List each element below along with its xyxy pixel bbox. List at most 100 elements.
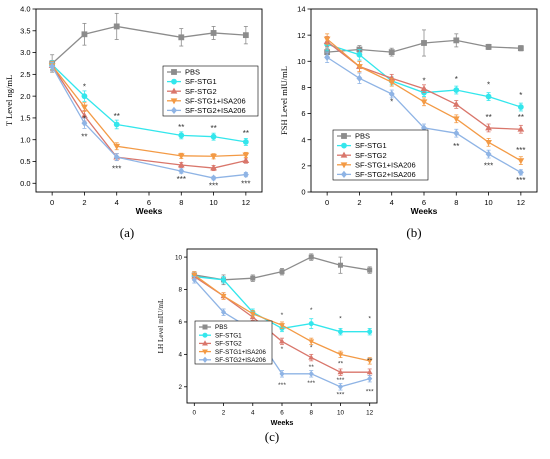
data-point xyxy=(308,370,314,377)
panel-label: (c) xyxy=(265,429,279,444)
significance-mark: *** xyxy=(516,176,525,185)
significance-mark: ** xyxy=(114,112,120,121)
data-point xyxy=(49,62,56,71)
significance-mark: *** xyxy=(112,165,121,174)
data-point xyxy=(337,352,344,358)
y-tick-label: 10 xyxy=(175,254,183,261)
data-point xyxy=(178,34,185,41)
panel-b-chart: 0 2 4 6 8 10 12 0 2 4 6 8 10 12 14 Weeks FSH Level mIU/m… xyxy=(279,5,538,240)
data-point xyxy=(366,358,373,364)
y-tick-label: 6 xyxy=(301,109,305,118)
legend-entry: SF-STG2 xyxy=(355,151,387,160)
legend-marker xyxy=(202,332,208,338)
x-tick-label: 10 xyxy=(484,198,492,207)
significance-mark: ** xyxy=(81,133,87,142)
significance-mark: ** xyxy=(210,124,216,133)
significance-mark: *** xyxy=(209,182,218,191)
x-tick-label: 8 xyxy=(309,409,313,416)
data-point xyxy=(250,275,256,281)
y-tick-label: 3.5 xyxy=(20,26,30,35)
x-tick-label: 2 xyxy=(82,198,86,207)
y-tick-label: 6 xyxy=(178,319,182,326)
data-point xyxy=(210,153,217,160)
significance-mark: *** xyxy=(484,161,493,170)
legend-entry: SF-STG1+ISA206 xyxy=(355,160,416,169)
legend: PBSSF-STG1SF-STG2SF-STG1+ISA206SF-STG2+I… xyxy=(162,65,259,117)
series-line xyxy=(51,65,247,169)
x-tick-label: 2 xyxy=(357,198,361,207)
significance-mark: * xyxy=(310,345,313,352)
data-point xyxy=(420,99,428,106)
data-point xyxy=(337,329,343,335)
data-point xyxy=(517,45,524,52)
significance-mark: * xyxy=(83,114,86,123)
significance-mark: * xyxy=(310,307,313,314)
data-point xyxy=(324,53,331,61)
data-point xyxy=(452,116,460,123)
panel-label: (b) xyxy=(406,225,421,240)
legend-entry: SF-STG1+ISA206 xyxy=(185,96,246,105)
significance-mark: *** xyxy=(366,388,374,395)
data-point xyxy=(113,153,120,161)
series-pbs xyxy=(191,253,373,286)
data-point xyxy=(452,100,460,107)
legend-marker xyxy=(171,78,177,85)
y-tick-label: 2 xyxy=(301,161,305,170)
x-tick-label: 12 xyxy=(242,198,250,207)
legend-marker xyxy=(341,133,347,139)
significance-mark: *** xyxy=(336,377,344,384)
data-point xyxy=(420,85,428,92)
x-tick-label: 12 xyxy=(517,198,525,207)
x-tick-label: 8 xyxy=(454,198,458,207)
data-point xyxy=(517,158,525,165)
y-tick-label: 8 xyxy=(178,287,182,294)
x-axis-label: Weeks xyxy=(136,206,163,216)
legend-marker xyxy=(202,356,208,363)
y-axis-label: T Level ng/mL xyxy=(4,75,14,126)
significance-mark: *** xyxy=(307,380,315,387)
data-point xyxy=(356,51,363,58)
legend-marker xyxy=(202,349,208,355)
legend-entry: SF-STG1 xyxy=(355,141,387,150)
legend-entry: SF-STG2 xyxy=(185,87,217,96)
data-point xyxy=(337,369,344,375)
x-tick-label: 10 xyxy=(337,409,345,416)
legend-entry: SF-STG2+ISA206 xyxy=(185,106,246,115)
significance-mark: *** xyxy=(336,392,344,399)
data-point xyxy=(485,150,492,158)
y-tick-label: 2 xyxy=(178,384,182,391)
x-tick-label: 8 xyxy=(179,198,183,207)
legend-entry: SF-STG1+ISA206 xyxy=(215,349,266,356)
data-point xyxy=(220,309,227,316)
significance-mark: * xyxy=(519,91,522,100)
data-point xyxy=(453,37,460,44)
x-tick-label: 6 xyxy=(422,198,426,207)
data-point xyxy=(279,323,285,329)
data-point xyxy=(191,272,198,279)
data-point xyxy=(81,31,88,38)
significance-mark: * xyxy=(422,77,425,86)
data-point xyxy=(356,74,363,82)
data-point xyxy=(178,167,185,175)
data-point xyxy=(191,276,197,283)
significance-mark: *** xyxy=(177,175,186,184)
data-point xyxy=(221,277,227,283)
data-point xyxy=(485,44,492,50)
x-tick-label: 4 xyxy=(390,198,394,207)
data-point xyxy=(517,104,524,110)
series-sf-stg2-isa206 xyxy=(49,61,249,182)
data-point xyxy=(81,104,88,111)
significance-mark: ** xyxy=(367,357,373,364)
x-tick-label: 10 xyxy=(209,198,217,207)
data-point xyxy=(242,32,249,39)
legend-marker xyxy=(170,98,178,105)
data-point xyxy=(210,164,217,171)
data-point xyxy=(388,49,395,56)
y-tick-label: 4.0 xyxy=(20,5,30,14)
legend-marker xyxy=(202,324,208,330)
y-tick-label: 10 xyxy=(297,57,305,66)
y-tick-label: 1.0 xyxy=(20,135,30,144)
legend-marker xyxy=(171,69,177,75)
x-axis-label: Weeks xyxy=(411,206,438,216)
